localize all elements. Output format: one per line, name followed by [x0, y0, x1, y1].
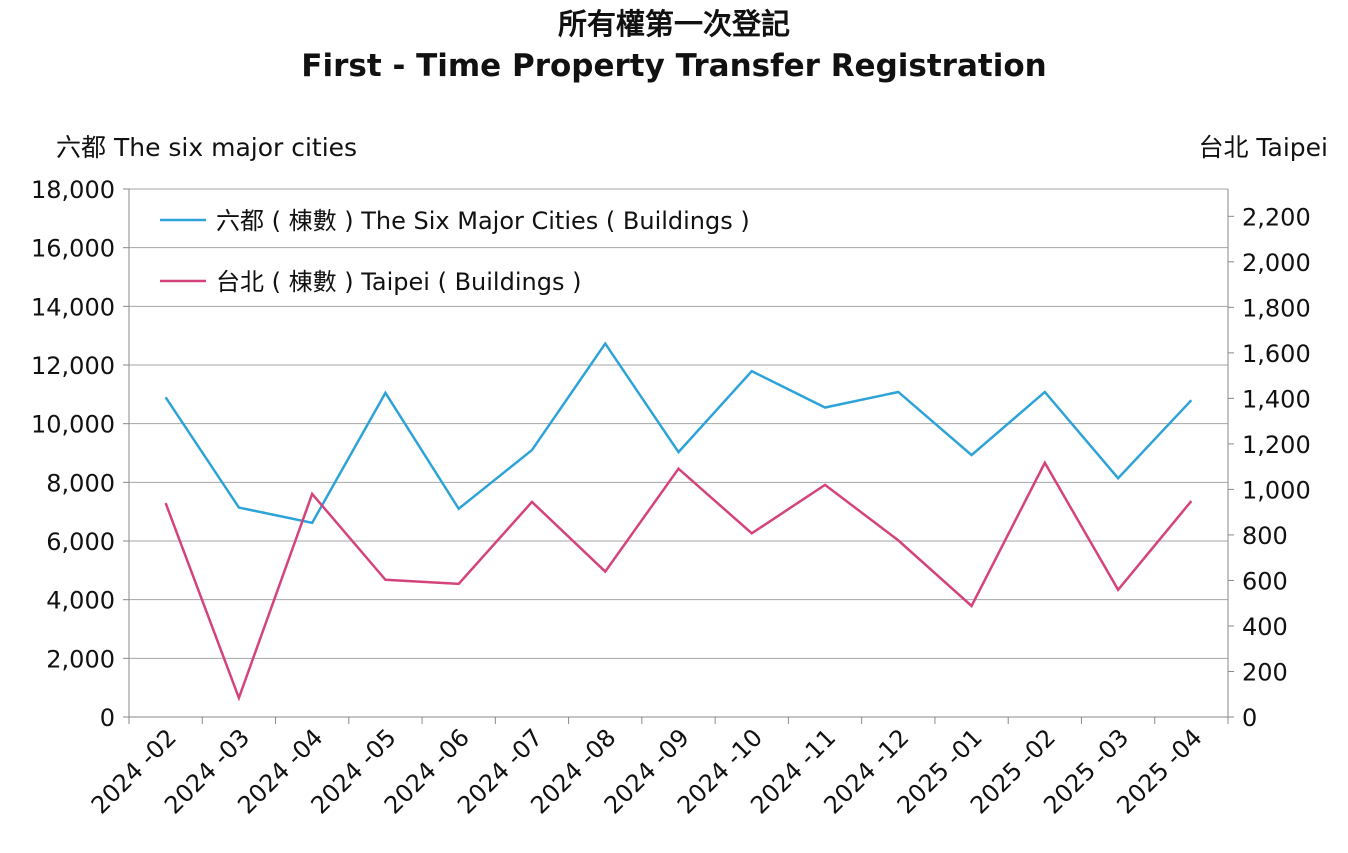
- left-tick-label: 4,000: [46, 587, 115, 615]
- right-tick-label: 1,400: [1242, 385, 1311, 413]
- left-tick-label: 0: [100, 704, 115, 732]
- series-line: [166, 463, 1192, 698]
- left-tick-label: 6,000: [46, 528, 115, 556]
- right-tick-label: 800: [1242, 522, 1288, 550]
- legend-label: 六都 ( 棟數 ) The Six Major Cities ( Buildin…: [216, 207, 750, 235]
- left-tick-label: 2,000: [46, 645, 115, 673]
- left-tick-label: 12,000: [31, 352, 115, 380]
- chart-subtitle: First - Time Property Transfer Registrat…: [301, 48, 1046, 84]
- right-tick-label: 1,000: [1242, 476, 1311, 504]
- right-tick-label: 1,200: [1242, 431, 1311, 459]
- left-axis-label: 六都 The six major cities: [56, 133, 357, 162]
- legend-label: 台北 ( 棟數 ) Taipei ( Buildings ): [216, 268, 581, 296]
- chart-title: 所有權第一次登記: [558, 7, 790, 41]
- left-tick-label: 8,000: [46, 469, 115, 497]
- right-tick-label: 400: [1242, 613, 1288, 641]
- right-tick-label: 2,000: [1242, 249, 1311, 277]
- left-tick-label: 16,000: [31, 235, 115, 263]
- right-tick-label: 1,600: [1242, 340, 1311, 368]
- left-tick-label: 18,000: [31, 176, 115, 204]
- series-line: [166, 344, 1192, 523]
- right-tick-label: 0: [1242, 704, 1257, 732]
- right-tick-label: 600: [1242, 567, 1288, 595]
- left-tick-label: 10,000: [31, 411, 115, 439]
- right-tick-label: 1,800: [1242, 294, 1311, 322]
- right-tick-label: 200: [1242, 658, 1288, 686]
- left-tick-label: 14,000: [31, 293, 115, 321]
- right-axis-label: 台北 Taipei: [1198, 133, 1328, 162]
- right-tick-label: 2,200: [1242, 203, 1311, 231]
